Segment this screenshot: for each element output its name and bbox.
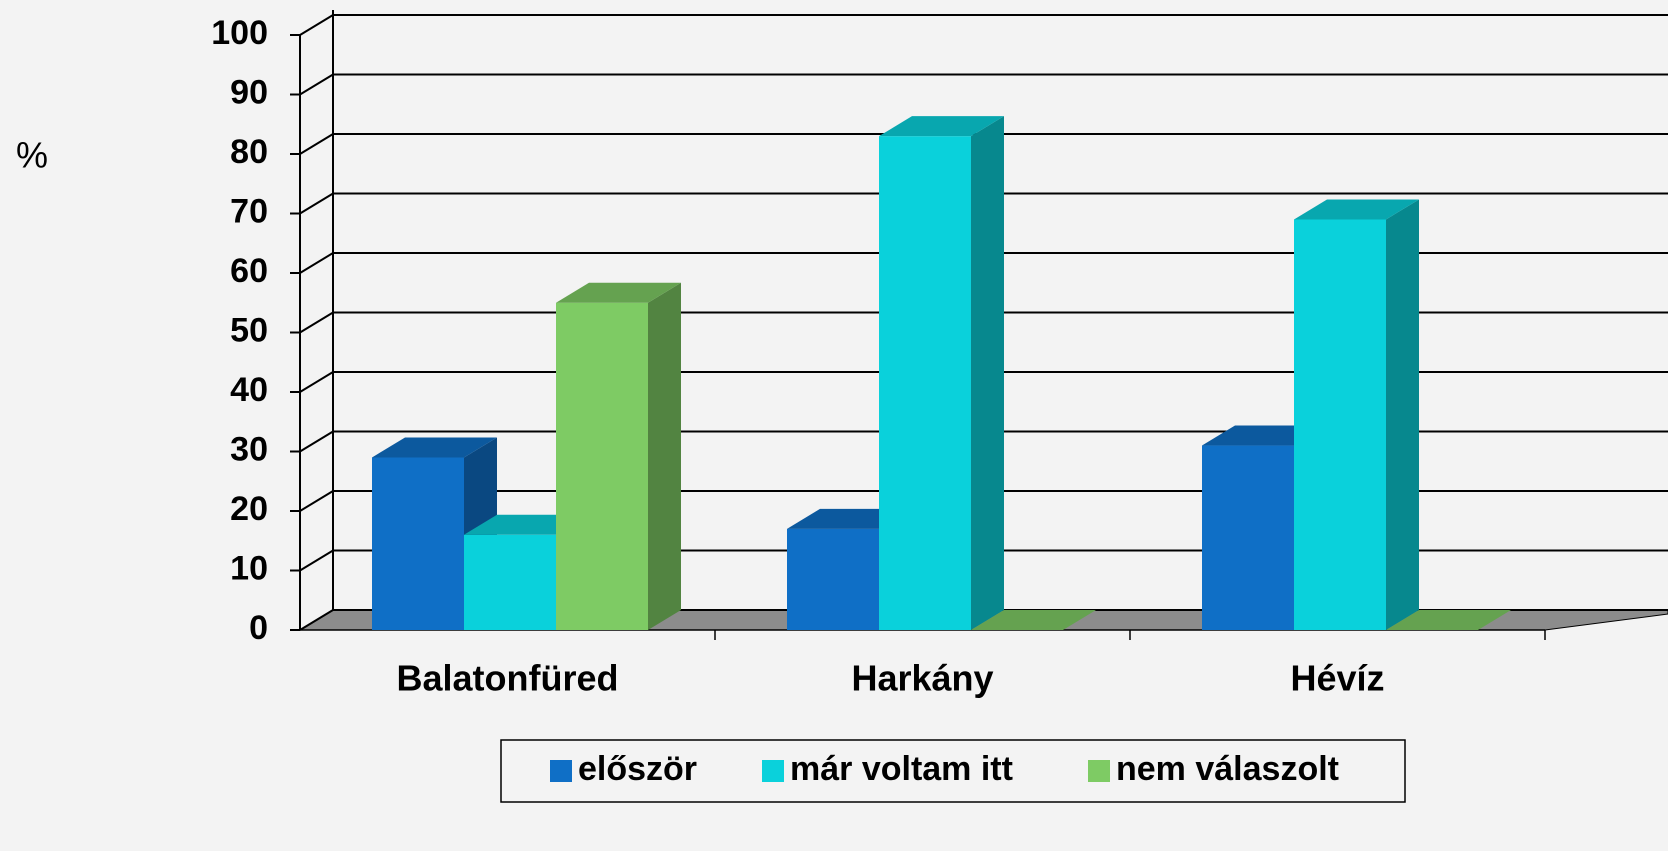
- y-tick-label: 30: [230, 430, 268, 468]
- grid-line: [299, 430, 334, 453]
- y-tick-label: 20: [230, 490, 268, 528]
- bar-top: [1294, 199, 1419, 220]
- bar-top: [556, 282, 681, 303]
- bar: [1202, 445, 1294, 630]
- grid-line: [299, 192, 334, 215]
- y-tick-label: 60: [230, 252, 268, 290]
- y-tick-label: 70: [230, 192, 268, 230]
- legend-label: nem válaszolt: [1116, 750, 1339, 788]
- grid-line: [299, 252, 334, 274]
- grid-line: [299, 73, 334, 96]
- y-tick-label: 50: [230, 311, 268, 349]
- legend-swatch: [762, 760, 784, 782]
- legend-swatch: [1088, 760, 1110, 782]
- x-tick-label: Harkány: [851, 658, 993, 699]
- bar-top: [971, 610, 1096, 630]
- legend-swatch: [550, 760, 572, 782]
- grid-line: [299, 609, 334, 631]
- y-tick-label: 100: [211, 14, 268, 52]
- x-tick-label: Balatonfüred: [396, 658, 618, 699]
- y-tick-label: 80: [230, 133, 268, 171]
- grid-line: [299, 133, 334, 155]
- grid-line: [299, 549, 334, 572]
- legend-label: először: [578, 750, 697, 788]
- grid-line: [299, 490, 334, 512]
- bar: [556, 302, 648, 630]
- grid-line: [299, 311, 334, 334]
- bar: [1294, 219, 1386, 630]
- bar-top: [879, 116, 1004, 137]
- y-axis-label: %: [16, 135, 48, 176]
- bar-side: [648, 282, 681, 630]
- bar: [787, 528, 879, 630]
- grid-line: [299, 371, 334, 393]
- y-tick-label: 0: [249, 609, 268, 647]
- legend-label: már voltam itt: [790, 750, 1013, 788]
- y-tick-label: 90: [230, 73, 268, 111]
- legend-box: [500, 739, 1406, 803]
- bar-side: [1386, 199, 1419, 630]
- bar-top: [1386, 610, 1511, 630]
- y-tick-label: 10: [230, 549, 268, 587]
- grid-line: [299, 14, 334, 36]
- bar-top: [372, 437, 497, 458]
- bar: [372, 457, 464, 630]
- bar: [879, 136, 971, 630]
- x-tick-label: Hévíz: [1290, 658, 1384, 699]
- y-tick-label: 40: [230, 371, 268, 409]
- bar: [464, 534, 556, 630]
- bar-side: [971, 116, 1004, 630]
